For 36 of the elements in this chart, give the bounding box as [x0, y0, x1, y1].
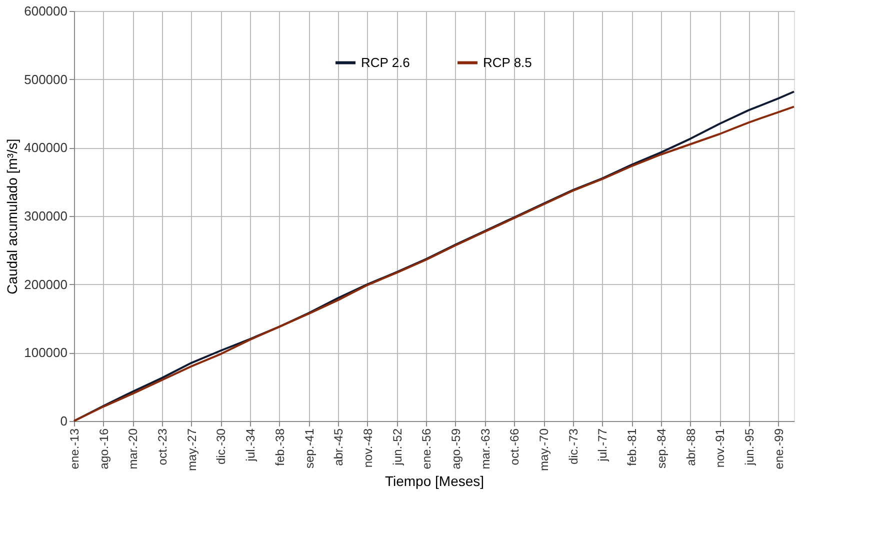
- x-tick-label: nov.-91: [713, 428, 728, 468]
- x-tick-label: jul.-77: [596, 428, 610, 462]
- y-tick-label: 100000: [24, 345, 68, 360]
- x-tick-label: may.-27: [184, 428, 199, 471]
- x-tick-label: mar.-20: [126, 428, 140, 470]
- x-tick-label: ene.-56: [420, 428, 434, 470]
- x-tick-label: abr.-45: [332, 428, 346, 466]
- x-tick-label: jul.-34: [244, 428, 258, 462]
- legend-label: RCP 2.6: [361, 54, 410, 70]
- x-axis-title: Tiempo [Meses]: [384, 472, 484, 489]
- x-tick-label: feb.-38: [272, 428, 287, 466]
- x-tick-label: feb.-81: [625, 428, 640, 466]
- x-tick-label: dic.-30: [214, 428, 228, 465]
- x-tick-label: ene.-13: [68, 428, 82, 470]
- x-tick-label: ene.-99: [772, 428, 786, 470]
- x-tick-label: jun.-52: [390, 428, 404, 466]
- x-tick-label: ago.-16: [96, 428, 111, 470]
- x-tick-label: dic.-73: [566, 428, 580, 465]
- x-tick-label: sep.-84: [654, 428, 668, 469]
- x-tick-label: oct.-23: [156, 428, 170, 466]
- y-tick-label: 200000: [24, 276, 68, 292]
- x-tick-label: sep.-41: [302, 428, 316, 469]
- y-tick-label: 0: [60, 414, 68, 428]
- x-tick-label: mar.-63: [478, 428, 492, 470]
- legend-label: RCP 8.5: [483, 54, 532, 70]
- y-tick-label: 400000: [24, 140, 68, 156]
- x-tick-label: jun.-95: [742, 428, 756, 466]
- x-tick-label: may.-70: [537, 428, 552, 471]
- y-tick-label: 600000: [24, 4, 68, 18]
- x-tick-label: ago.-59: [448, 428, 463, 470]
- x-tick-label: oct.-66: [508, 428, 522, 466]
- x-tick-label: abr.-88: [684, 428, 698, 466]
- y-axis-title: Caudal acumulado [m³/s]: [4, 138, 20, 294]
- y-tick-label: 300000: [24, 208, 68, 224]
- x-tick-label: nov.-48: [360, 428, 375, 468]
- y-tick-label: 500000: [24, 72, 68, 87]
